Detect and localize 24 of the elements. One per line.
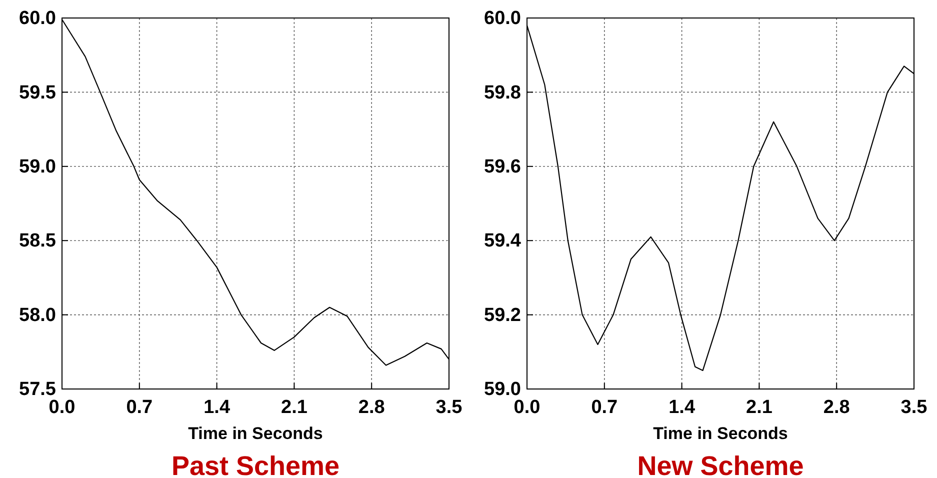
text: New Scheme — [637, 451, 804, 478]
y-tick-label: 58.5 — [19, 230, 56, 252]
text: Past Scheme — [171, 451, 340, 478]
x-tick-label: 2.8 — [823, 396, 850, 418]
x-tick-label: 2.1 — [280, 396, 308, 418]
x-axis-title: Time in Seconds — [653, 424, 788, 443]
x-axis-title: Time in Seconds — [188, 424, 323, 443]
y-tick-label: 59.8 — [484, 82, 521, 104]
x-tick-label: 3.5 — [436, 396, 463, 418]
y-tick-label: 60.0 — [484, 8, 521, 30]
x-tick-label: 0.7 — [591, 396, 618, 418]
y-tick-label: 59.4 — [484, 230, 522, 252]
y-tick-label: 60.0 — [19, 8, 56, 30]
y-tick-label: 59.0 — [19, 156, 56, 178]
y-tick-label: 59.5 — [19, 82, 56, 104]
x-tick-label: 1.4 — [668, 396, 696, 418]
x-tick-label: 3.5 — [900, 396, 928, 418]
y-tick-label: 58.0 — [19, 304, 56, 326]
x-tick-label: 1.4 — [204, 396, 230, 418]
x-tick-label: 2.8 — [358, 396, 385, 418]
y-tick-label: 59.6 — [484, 156, 521, 178]
x-tick-label: 0.7 — [126, 396, 153, 418]
y-tick-label: 59.2 — [484, 304, 521, 326]
x-tick-label: 2.1 — [746, 396, 773, 418]
